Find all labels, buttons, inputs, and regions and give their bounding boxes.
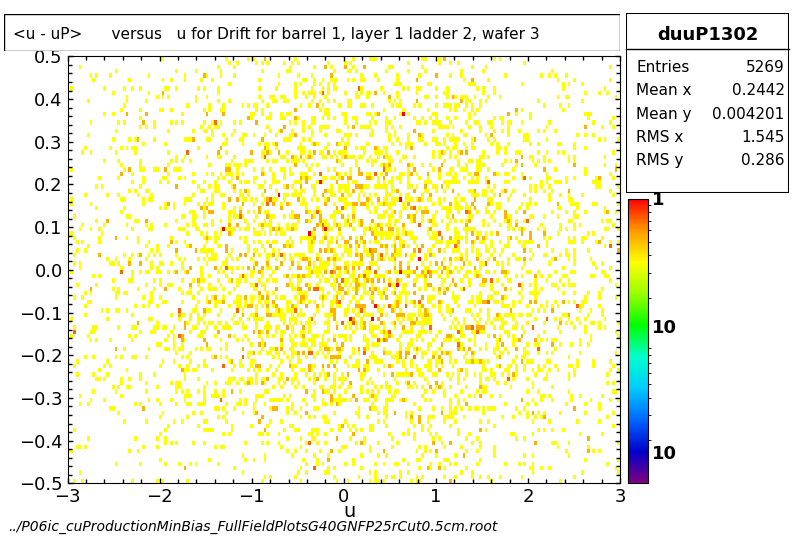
Text: 10: 10 — [652, 445, 677, 463]
Text: 1.545: 1.545 — [741, 130, 785, 145]
Text: RMS x: RMS x — [636, 130, 684, 145]
Text: duuP1302: duuP1302 — [657, 26, 758, 44]
Text: Mean x: Mean x — [636, 83, 692, 98]
FancyBboxPatch shape — [4, 14, 620, 51]
Text: 10: 10 — [652, 318, 677, 337]
Text: 0.286: 0.286 — [741, 154, 785, 169]
Text: 5269: 5269 — [746, 60, 785, 75]
Text: 1: 1 — [652, 191, 665, 209]
Text: Entries: Entries — [636, 60, 689, 75]
Text: 0.2442: 0.2442 — [731, 83, 785, 98]
Text: 0.004201: 0.004201 — [712, 107, 785, 122]
FancyBboxPatch shape — [626, 13, 789, 193]
Text: ../P06ic_cuProductionMinBias_FullFieldPlotsG40GNFP25rCut0.5cm.root: ../P06ic_cuProductionMinBias_FullFieldPl… — [8, 520, 498, 534]
Text: u: u — [343, 502, 356, 521]
Text: RMS y: RMS y — [636, 154, 684, 169]
Text: Mean y: Mean y — [636, 107, 692, 122]
Text: <u - uP>      versus   u for Drift for barrel 1, layer 1 ladder 2, wafer 3: <u - uP> versus u for Drift for barrel 1… — [14, 27, 540, 42]
